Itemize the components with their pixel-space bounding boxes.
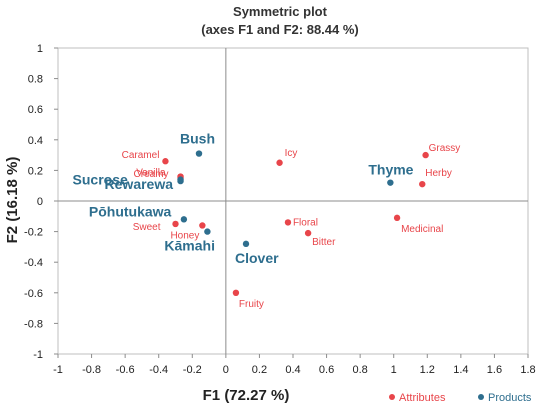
legend-label-products: Products: [488, 392, 532, 404]
attribute-label-caramel: Caramel: [122, 150, 160, 161]
attribute-label-herby: Herby: [425, 168, 452, 179]
product-point-bush: [195, 150, 203, 157]
x-tick-label: 0.8: [352, 364, 367, 376]
product-point-pohutukawa: [180, 216, 188, 223]
y-tick-label: 0.6: [28, 104, 43, 116]
product-point-thyme: [387, 179, 394, 186]
product-label-thyme: Thyme: [368, 162, 413, 178]
x-tick-label: 1.8: [520, 364, 535, 376]
legend: Attributes Products: [389, 392, 532, 404]
attribute-label-fruity: Fruity: [239, 299, 264, 310]
x-tick-label: 1.2: [420, 364, 435, 376]
y-tick-label: 1: [37, 43, 43, 55]
y-tick-label: -0.8: [24, 318, 43, 330]
attribute-label-honey: Honey: [170, 230, 199, 241]
attribute-label-bitter: Bitter: [312, 237, 336, 248]
y-tick-label: -0.4: [24, 257, 43, 269]
y-tick-label: -1: [33, 349, 43, 361]
attribute-label-medicinal: Medicinal: [401, 224, 443, 235]
x-tick-label: 1.6: [487, 364, 502, 376]
legend-label-attributes: Attributes: [399, 392, 446, 404]
attribute-point-herby: [419, 180, 426, 188]
x-tick-label: -0.8: [82, 364, 101, 376]
y-tick-label: 0.2: [28, 165, 43, 177]
product-label-kamahi: Kāmahi: [164, 238, 215, 254]
attribute-point-fruity: [232, 289, 240, 296]
axes: [58, 48, 528, 354]
x-tick-label: -1: [53, 364, 63, 376]
x-tick-label: 0: [223, 364, 229, 376]
attribute-point-bitter: [304, 229, 312, 237]
y-tick-label: 0.8: [28, 74, 43, 86]
y-tick-label: 0: [37, 196, 43, 208]
product-label-rewarewa: Rewarewa: [105, 176, 174, 192]
product-label-clover: Clover: [235, 250, 279, 266]
attribute-label-icy: Icy: [285, 148, 298, 159]
attribute-point-medicinal: [393, 214, 401, 222]
x-tick-label: 0.2: [252, 364, 267, 376]
chart-subtitle: (axes F1 and F2: 88.44 %): [201, 22, 359, 37]
legend-marker-attributes: [389, 394, 395, 400]
product-label-bush: Bush: [180, 131, 215, 147]
attribute-point-caramel: [162, 158, 169, 165]
attribute-label-grassy: Grassy: [429, 143, 461, 154]
x-tick-label: 1.4: [453, 364, 468, 376]
product-point-sucrose: [177, 176, 184, 183]
attribute-point-icy: [276, 159, 283, 166]
x-tick-label: -0.4: [149, 364, 168, 376]
attribute-point-sweet: [172, 220, 179, 228]
attribute-label-vanilla: Vanilla: [136, 168, 166, 179]
attribute-point-floral: [284, 219, 292, 226]
attribute-point-grassy: [422, 151, 429, 159]
product-label-sucrose: Sucrose: [73, 172, 128, 188]
x-axis-title: F1 (72.27 %): [203, 387, 290, 404]
attribute-label-floral: Floral: [293, 217, 318, 228]
attribute-label-sweet: Sweet: [133, 222, 161, 233]
x-tick-label: 1: [391, 364, 397, 376]
x-tick-label: 0.4: [285, 364, 300, 376]
y-tick-label: -0.6: [24, 288, 43, 300]
chart-title: Symmetric plot: [233, 4, 328, 19]
product-point-clover: [242, 240, 250, 248]
y-tick-label: 0.4: [28, 135, 43, 147]
x-tick-label: -0.6: [116, 364, 135, 376]
product-point-kamahi: [204, 228, 211, 235]
attribute-point-honey: [199, 222, 206, 229]
x-ticks: -1 -0.8 -0.6 -0.4 -0.2 0 0.2 0.4 0.6 0.8 1 1.2 1.4 1.…: [53, 354, 536, 376]
x-tick-label: -0.2: [183, 364, 202, 376]
y-tick-label: -0.2: [24, 227, 43, 239]
attribute-label-creamy: Creamy: [134, 169, 169, 180]
product-label-pohutukawa: Pōhutukawa: [89, 203, 172, 219]
x-tick-label: 0.6: [319, 364, 334, 376]
y-axis-title: F2 (16.18 %): [4, 157, 21, 244]
legend-marker-products: [478, 394, 484, 400]
y-ticks: 1 0.8 0.6 0.4 0.2 0 -0.2 -0.4 -0.6 -0.8 -1: [24, 43, 58, 361]
